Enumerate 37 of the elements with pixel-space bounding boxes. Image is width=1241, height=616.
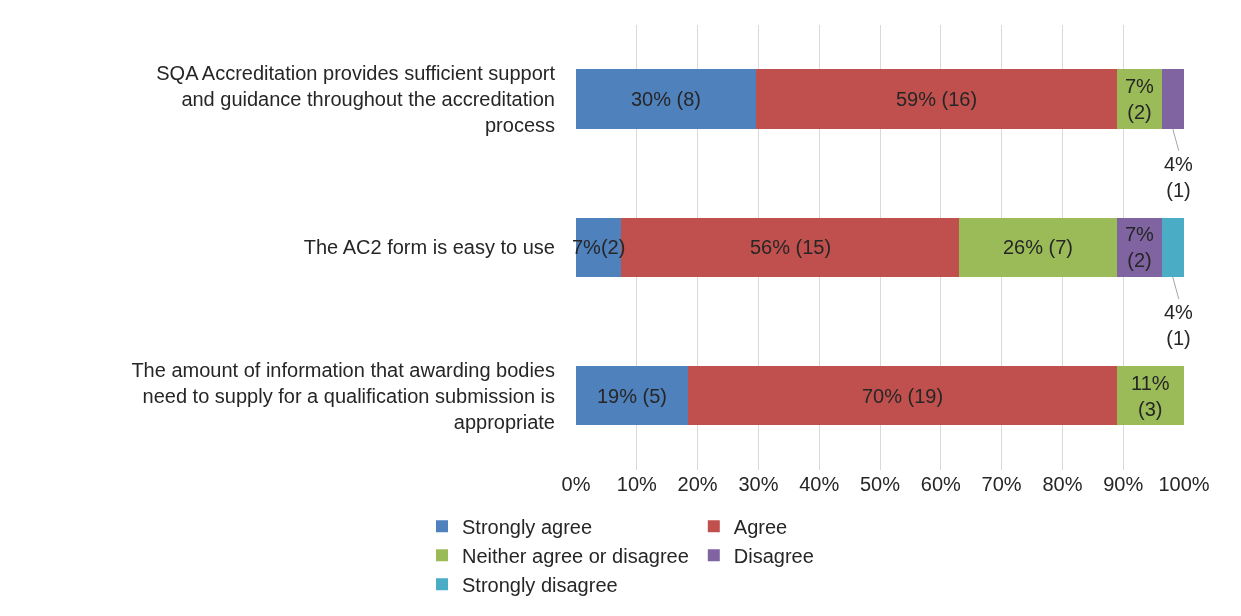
data-label: 4% (1) bbox=[1164, 153, 1194, 201]
data-label: 26% (7) bbox=[1003, 236, 1074, 258]
x-tick-label: 10% bbox=[616, 472, 658, 495]
x-tick-label: 30% bbox=[738, 472, 779, 495]
legend-label: Agree bbox=[733, 515, 788, 538]
x-tick-label: 80% bbox=[1042, 472, 1083, 495]
x-tick-label: 100% bbox=[1158, 472, 1210, 495]
data-label: 59% (16) bbox=[896, 88, 978, 110]
data-label: 56% (15) bbox=[750, 236, 832, 258]
legend-label: Disagree bbox=[733, 544, 814, 567]
data-label: 7% (2) bbox=[1125, 75, 1155, 123]
bar bbox=[688, 365, 1117, 426]
bar bbox=[576, 365, 689, 426]
y-tick-label: SQA Accreditation provides sufficient support and guidance throughout the accreditation process bbox=[156, 62, 556, 137]
data-label: 4% (1) bbox=[1164, 301, 1194, 349]
y-tick-label: The amount of information that awarding bodies need to supply for a qualification submission is appropriate bbox=[131, 358, 555, 433]
data-label: 70% (19) bbox=[862, 385, 944, 407]
x-tick-label: 50% bbox=[859, 472, 901, 495]
x-tick-label: 60% bbox=[920, 472, 962, 495]
bar bbox=[1161, 217, 1184, 277]
legend-label: Neither agree or disagree bbox=[462, 544, 689, 567]
data-label: 30% (8) bbox=[631, 88, 702, 110]
x-tick-label: 0% bbox=[561, 472, 591, 495]
x-tick-label: 90% bbox=[1103, 472, 1144, 495]
bar bbox=[959, 217, 1117, 277]
bar bbox=[576, 69, 756, 129]
data-label: 7% (2) bbox=[1125, 223, 1155, 271]
bar bbox=[755, 69, 1117, 129]
x-tick-label: 20% bbox=[677, 472, 718, 495]
legend-label: Strongly agree bbox=[462, 515, 593, 538]
legend-label: Strongly disagree bbox=[462, 573, 618, 596]
x-tick-label: 70% bbox=[981, 472, 1022, 495]
data-label: 19% (5) bbox=[597, 385, 668, 407]
bar bbox=[1161, 69, 1184, 129]
y-tick-label: The AC2 form is easy to use bbox=[303, 236, 555, 259]
data-label: 11% (3) bbox=[1131, 372, 1170, 420]
x-tick-label: 40% bbox=[799, 472, 840, 495]
